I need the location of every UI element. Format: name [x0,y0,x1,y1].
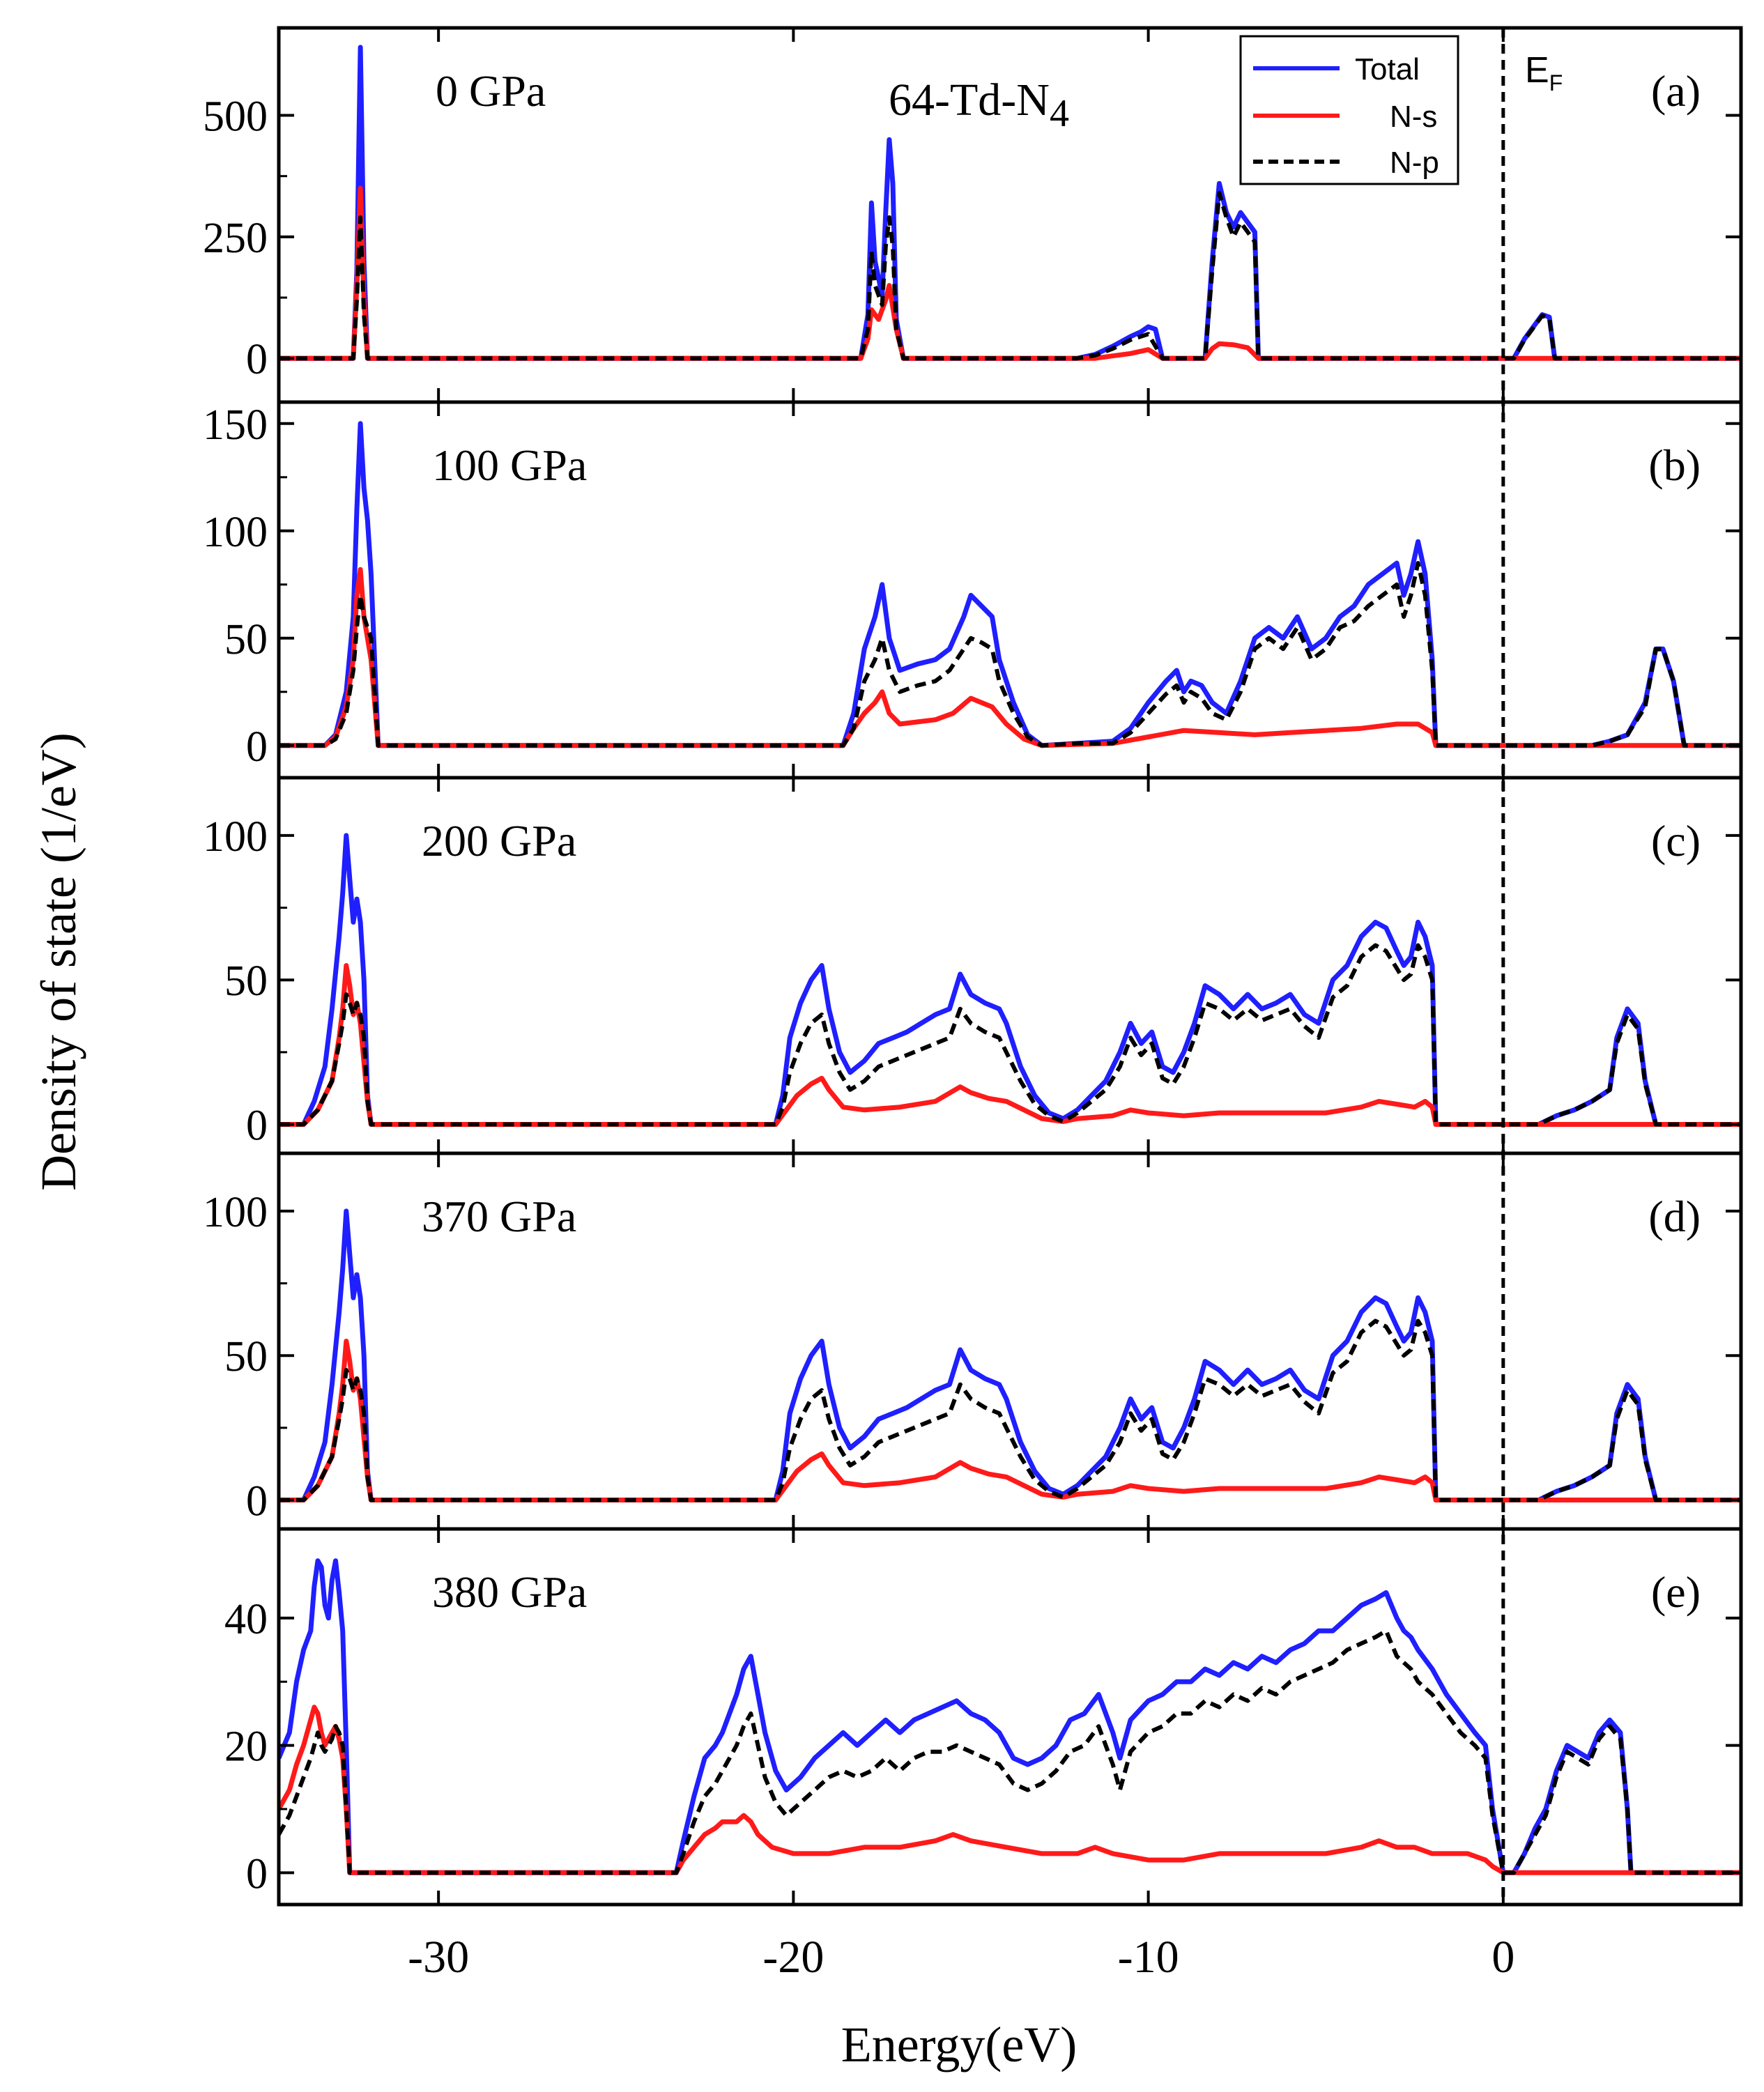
panel-c-curves [279,833,1741,1127]
legend-label-ns: N-s [1390,100,1437,134]
panel-tag-c: (c) [1651,816,1701,866]
legend-label-np: N-p [1390,146,1439,180]
series-line-d-np [279,1318,1741,1502]
fermi-label-main: E [1525,50,1549,91]
x-axis-label: Energy(eV) [841,2017,1077,2072]
series-line-c-ns [279,963,1741,1127]
y-tick-label-c-1: 50 [224,957,268,1005]
panel-e-frame [277,1527,1743,1907]
y-tick-label-b-2: 100 [203,509,268,556]
x-axis-layer: -30 -20 -10 0 [408,1932,1514,1983]
y-tick-label-e-0: 0 [246,1850,268,1898]
panel-tag-a: (a) [1651,66,1701,116]
panel-e: 0 20 40 380 GPa (e) [224,1527,1743,1907]
series-line-e-np [279,1629,1741,1875]
panel-a-curves [279,45,1741,361]
series-line-b-ns [279,567,1741,748]
pressure-label-c: 200 GPa [422,816,576,866]
panel-tag-d: (d) [1648,1192,1701,1241]
y-tick-label-a-1: 250 [203,215,268,262]
chart-title: 64-Td-N4 [889,75,1069,135]
chart-title-main: 64-Td-N [889,75,1050,125]
series-line-b-np [279,561,1741,748]
y-tick-label-d-0: 0 [246,1478,268,1525]
x-tick-label-0: -30 [408,1932,469,1983]
fermi-label-sub: F [1549,70,1563,95]
pressure-label-d: 370 GPa [422,1192,576,1241]
panel-a: 0 250 500 0 GPa (a) [203,26,1743,404]
panel-tag-e: (e) [1651,1567,1701,1617]
panel-c: 0 50 100 200 GPa (c) [203,776,1743,1155]
y-tick-label-a-0: 0 [246,336,268,383]
y-tick-label-a-2: 500 [203,93,268,141]
y-tick-label-d-1: 50 [224,1333,268,1380]
panel-d-curves [279,1208,1741,1502]
y-tick-label-b-1: 50 [224,616,268,663]
y-tick-label-e-1: 20 [224,1723,268,1771]
panel-b-curves [279,421,1741,748]
pressure-label-b: 100 GPa [432,440,587,490]
y-tick-label-e-2: 40 [224,1596,268,1643]
y-axis-label: Density of state (1/eV) [31,732,86,1191]
series-line-e-ns [279,1705,1741,1875]
pressure-label-e: 380 GPa [432,1567,587,1617]
legend-box [1239,35,1459,185]
y-tick-label-d-2: 100 [203,1189,268,1236]
x-tick-label-3: 0 [1491,1932,1514,1983]
legend-label-total: Total [1355,52,1420,86]
x-tick-label-1: -20 [762,1932,824,1983]
y-tick-label-b-3: 150 [203,401,268,449]
series-line-d-total [279,1208,1741,1502]
pressure-label-a: 0 GPa [436,66,546,116]
x-tick-label-2: -10 [1118,1932,1179,1983]
series-line-a-ns [279,185,1741,361]
y-tick-label-c-2: 100 [203,813,268,861]
panel-tag-b: (b) [1648,440,1701,490]
series-line-c-total [279,833,1741,1127]
chart-title-subscript: 4 [1050,92,1069,135]
panel-e-curves [279,1558,1741,1875]
series-line-d-ns [279,1339,1741,1502]
legend: Total N-s N-p [1239,35,1459,185]
fermi-level-label: EF [1525,50,1563,95]
y-tick-label-c-0: 0 [246,1102,268,1150]
y-tick-label-b-0: 0 [246,723,268,771]
panel-b: 0 50 100 150 100 GPa (b) [203,400,1743,780]
series-line-a-np [279,191,1741,361]
panel-d: 0 50 100 370 GPa (d) [203,1151,1743,1531]
series-line-c-np [279,943,1741,1127]
